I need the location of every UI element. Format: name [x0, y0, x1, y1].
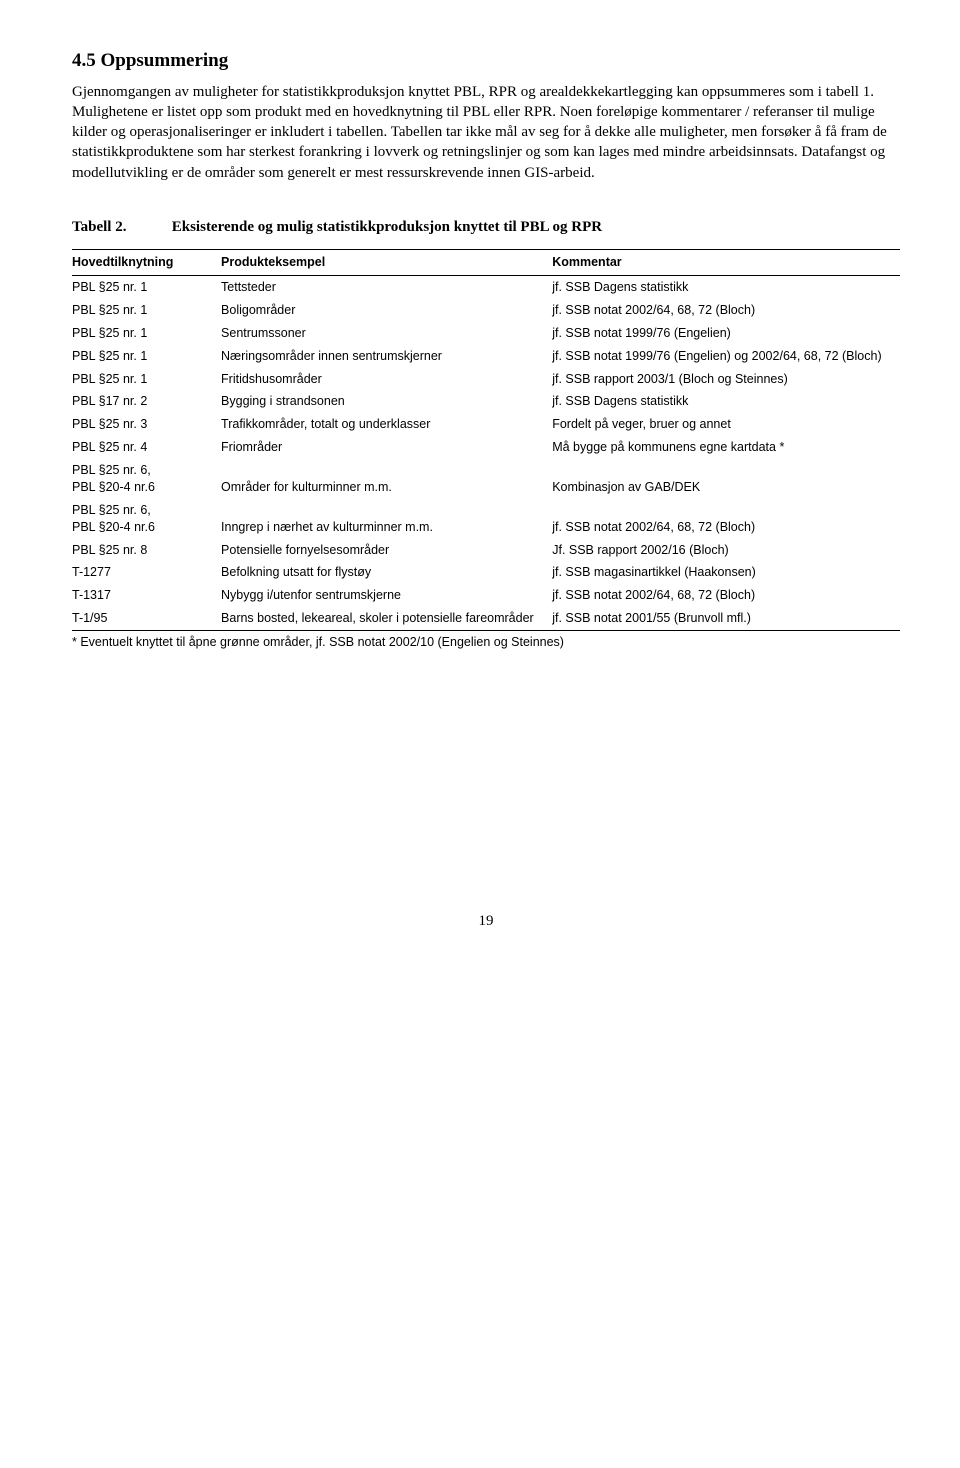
section-heading: 4.5 Oppsummering: [72, 48, 900, 74]
table-row: T-1/95Barns bosted, lekeareal, skoler i …: [72, 607, 900, 630]
table-cell: Inngrep i nærhet av kulturminner m.m.: [221, 499, 552, 539]
table-cell: Potensielle fornyelsesområder: [221, 539, 552, 562]
table-cell: Friområder: [221, 436, 552, 459]
table-cell: Fritidshusområder: [221, 368, 552, 391]
table-row: PBL §25 nr. 1Tettstederjf. SSB Dagens st…: [72, 276, 900, 299]
table-cell: jf. SSB notat 1999/76 (Engelien) og 2002…: [552, 345, 900, 368]
table-cell: PBL §25 nr. 1: [72, 368, 221, 391]
table-caption: Tabell 2. Eksisterende og mulig statisti…: [72, 217, 900, 237]
table-cell: Barns bosted, lekeareal, skoler i potens…: [221, 607, 552, 630]
table-header-row: Hovedtilknytning Produkteksempel Komment…: [72, 250, 900, 276]
table-cell: Boligområder: [221, 299, 552, 322]
table-cell: PBL §25 nr. 1: [72, 276, 221, 299]
table-cell: PBL §25 nr. 1: [72, 345, 221, 368]
table-cell: jf. SSB Dagens statistikk: [552, 390, 900, 413]
table-row: T-1277Befolkning utsatt for flystøyjf. S…: [72, 561, 900, 584]
stat-table: Hovedtilknytning Produkteksempel Komment…: [72, 249, 900, 631]
col-header-hovedtilknytning: Hovedtilknytning: [72, 250, 221, 276]
table-cell: Jf. SSB rapport 2002/16 (Bloch): [552, 539, 900, 562]
table-cell: Områder for kulturminner m.m.: [221, 459, 552, 499]
table-cell: jf. SSB rapport 2003/1 (Bloch og Steinne…: [552, 368, 900, 391]
table-cell: PBL §25 nr. 3: [72, 413, 221, 436]
table-cell: jf. SSB notat 2002/64, 68, 72 (Bloch): [552, 499, 900, 539]
table-cell: jf. SSB notat 1999/76 (Engelien): [552, 322, 900, 345]
table-row: PBL §25 nr. 8Potensielle fornyelsesområd…: [72, 539, 900, 562]
table-cell: PBL §25 nr. 6,PBL §20-4 nr.6: [72, 459, 221, 499]
table-cell: PBL §25 nr. 6,PBL §20-4 nr.6: [72, 499, 221, 539]
table-cell: jf. SSB notat 2002/64, 68, 72 (Bloch): [552, 584, 900, 607]
table-row: PBL §25 nr. 1Boligområderjf. SSB notat 2…: [72, 299, 900, 322]
table-cell: Trafikkområder, totalt og underklasser: [221, 413, 552, 436]
table-cell: Bygging i strandsonen: [221, 390, 552, 413]
table-row: PBL §25 nr. 3Trafikkområder, totalt og u…: [72, 413, 900, 436]
table-caption-title: Eksisterende og mulig statistikkproduksj…: [172, 219, 602, 235]
table-cell: jf. SSB notat 2001/55 (Brunvoll mfl.): [552, 607, 900, 630]
table-cell: PBL §25 nr. 1: [72, 322, 221, 345]
table-cell: Kombinasjon av GAB/DEK: [552, 459, 900, 499]
col-header-kommentar: Kommentar: [552, 250, 900, 276]
table-cell: Sentrumssoner: [221, 322, 552, 345]
table-row: PBL §25 nr. 1Fritidshusområderjf. SSB ra…: [72, 368, 900, 391]
table-row: PBL §25 nr. 1Sentrumssonerjf. SSB notat …: [72, 322, 900, 345]
table-cell: Må bygge på kommunens egne kartdata *: [552, 436, 900, 459]
table-cell: Næringsområder innen sentrumskjerner: [221, 345, 552, 368]
table-row: PBL §17 nr. 2Bygging i strandsonenjf. SS…: [72, 390, 900, 413]
table-cell: jf. SSB magasinartikkel (Haakonsen): [552, 561, 900, 584]
table-cell: T-1277: [72, 561, 221, 584]
table-cell: Tettsteder: [221, 276, 552, 299]
table-footnote: * Eventuelt knyttet til åpne grønne områ…: [72, 631, 900, 651]
table-cell: jf. SSB Dagens statistikk: [552, 276, 900, 299]
table-cell: Fordelt på veger, bruer og annet: [552, 413, 900, 436]
table-row: PBL §25 nr. 1Næringsområder innen sentru…: [72, 345, 900, 368]
table-body: PBL §25 nr. 1Tettstederjf. SSB Dagens st…: [72, 276, 900, 631]
page-number: 19: [72, 911, 900, 931]
table-cell: PBL §25 nr. 4: [72, 436, 221, 459]
table-cell: T-1/95: [72, 607, 221, 630]
table-cell: PBL §25 nr. 1: [72, 299, 221, 322]
section-body: Gjennomgangen av muligheter for statisti…: [72, 82, 900, 183]
table-cell: jf. SSB notat 2002/64, 68, 72 (Bloch): [552, 299, 900, 322]
table-row: PBL §25 nr. 4FriområderMå bygge på kommu…: [72, 436, 900, 459]
table-cell: T-1317: [72, 584, 221, 607]
col-header-produkteksempel: Produkteksempel: [221, 250, 552, 276]
table-row: PBL §25 nr. 6,PBL §20-4 nr.6Inngrep i næ…: [72, 499, 900, 539]
table-row: T-1317Nybygg i/utenfor sentrumskjernejf.…: [72, 584, 900, 607]
table-cell: PBL §17 nr. 2: [72, 390, 221, 413]
table-row: PBL §25 nr. 6,PBL §20-4 nr.6Områder for …: [72, 459, 900, 499]
table-caption-label: Tabell 2.: [72, 217, 168, 237]
table-cell: Nybygg i/utenfor sentrumskjerne: [221, 584, 552, 607]
table-cell: PBL §25 nr. 8: [72, 539, 221, 562]
table-cell: Befolkning utsatt for flystøy: [221, 561, 552, 584]
